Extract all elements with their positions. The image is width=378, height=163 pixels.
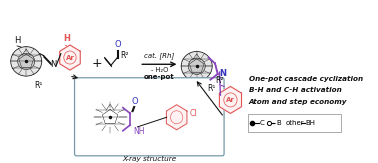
Text: +: + [92, 57, 103, 70]
Text: C: C [260, 120, 264, 126]
Text: X-ray structure: X-ray structure [122, 156, 177, 162]
Text: B-H and C-H activation: B-H and C-H activation [249, 87, 341, 93]
Text: One-pot cascade cyclization: One-pot cascade cyclization [249, 76, 363, 82]
Text: H: H [63, 34, 70, 43]
Ellipse shape [188, 58, 205, 74]
Text: H: H [14, 36, 20, 45]
Text: B: B [276, 120, 281, 126]
Polygon shape [219, 86, 242, 113]
Ellipse shape [101, 109, 119, 126]
Text: NH: NH [133, 127, 144, 136]
Text: Atom and step economy: Atom and step economy [249, 99, 347, 105]
Text: other: other [285, 120, 304, 126]
Text: R¹: R¹ [34, 81, 43, 90]
Text: BH: BH [305, 120, 315, 126]
Text: O: O [114, 40, 121, 49]
Text: - H₂O: - H₂O [151, 67, 168, 73]
Ellipse shape [18, 53, 35, 70]
Text: R²: R² [120, 51, 129, 60]
Text: cat. [Rh]: cat. [Rh] [144, 53, 175, 59]
Text: Ar: Ar [65, 55, 74, 60]
Polygon shape [60, 45, 80, 70]
Text: N: N [220, 69, 226, 78]
Text: Ar: Ar [226, 97, 235, 103]
Text: one-pot: one-pot [144, 74, 175, 80]
Text: N: N [50, 60, 57, 69]
Ellipse shape [11, 47, 42, 76]
Text: R¹: R¹ [208, 84, 216, 93]
Text: Cl: Cl [189, 109, 197, 118]
FancyBboxPatch shape [248, 114, 341, 132]
Polygon shape [166, 105, 187, 130]
Text: O: O [132, 97, 138, 106]
Ellipse shape [94, 102, 127, 133]
Text: R²: R² [215, 75, 224, 84]
Ellipse shape [181, 52, 212, 81]
FancyBboxPatch shape [74, 78, 224, 156]
